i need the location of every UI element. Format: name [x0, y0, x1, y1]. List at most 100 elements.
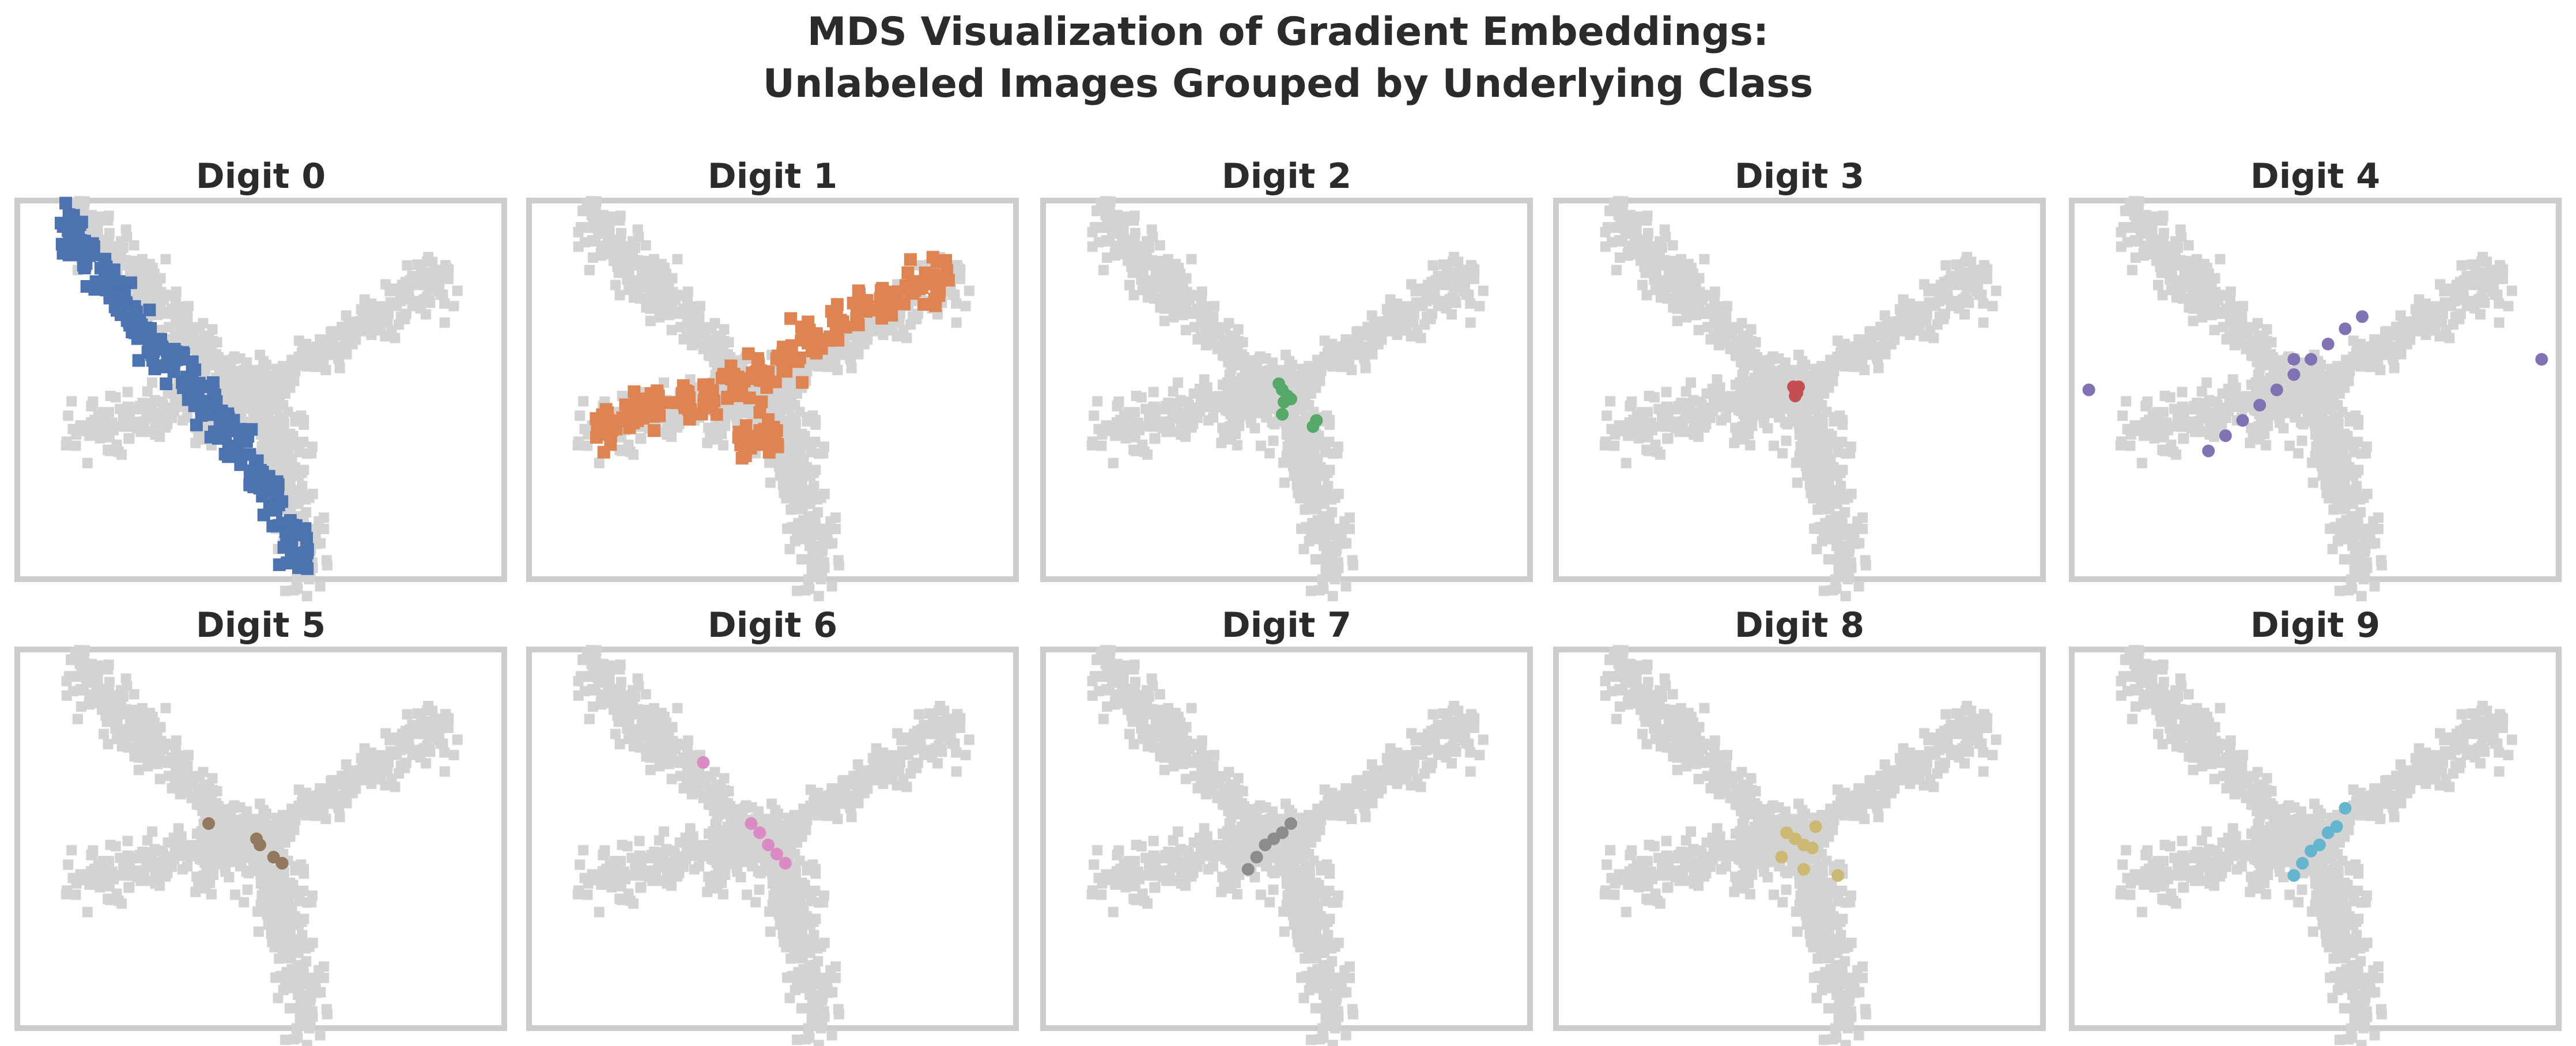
background-point: [1697, 405, 1708, 416]
background-point: [785, 504, 796, 515]
background-point: [1812, 504, 1823, 515]
background-point: [1637, 235, 1648, 246]
background-point: [1446, 309, 1457, 320]
background-point: [614, 215, 625, 226]
data-point: [190, 418, 203, 432]
background-point: [1161, 299, 1172, 310]
background-point: [1691, 417, 1702, 428]
background-point: [1114, 240, 1125, 251]
background-point: [795, 439, 806, 450]
background-point: [644, 256, 655, 267]
background-point: [1150, 433, 1161, 444]
background-point: [1645, 260, 1656, 271]
background-point: [805, 470, 816, 481]
background-point: [418, 294, 429, 305]
background-point: [1268, 435, 1279, 446]
background-point: [274, 415, 285, 426]
background-point: [326, 327, 337, 338]
background-point: [1327, 361, 1338, 372]
background-point: [375, 325, 386, 336]
background-point: [1208, 412, 1219, 423]
background-point: [1367, 349, 1378, 360]
data-point: [710, 408, 723, 421]
background-point: [1226, 434, 1237, 445]
background-point: [813, 507, 824, 518]
data-point: [180, 371, 193, 384]
panel-title: Digit 3: [1735, 156, 1864, 197]
background-point: [1823, 428, 1834, 439]
background-point: [649, 286, 660, 297]
background-point: [1761, 367, 1772, 378]
background-point: [1309, 439, 1320, 450]
background-point: [1180, 431, 1191, 442]
background-point: [1739, 378, 1750, 389]
background-point: [1108, 458, 1119, 469]
background-point: [1686, 377, 1697, 388]
background-point: [901, 333, 912, 343]
background-point: [241, 364, 252, 375]
background-point: [439, 317, 450, 328]
data-point: [1310, 414, 1323, 427]
data-point: [111, 300, 124, 313]
background-point: [402, 260, 413, 271]
background-point: [653, 267, 664, 278]
background-point: [1780, 364, 1791, 375]
background-point: [1667, 416, 1678, 427]
background-point: [593, 228, 604, 239]
background-point: [1167, 267, 1178, 278]
background-point: [1637, 280, 1648, 290]
data-point: [143, 303, 156, 316]
background-point: [1333, 562, 1344, 573]
background-point: [1808, 493, 1819, 504]
background-point: [1605, 396, 1616, 407]
background-point: [1671, 256, 1682, 267]
background-point: [640, 240, 651, 251]
data-point: [644, 387, 658, 400]
data-point: [292, 561, 305, 575]
background-point: [1840, 361, 1850, 372]
background-point: [807, 410, 818, 421]
data-point: [167, 365, 180, 378]
background-point: [782, 523, 793, 534]
background-point: [1889, 326, 1900, 337]
background-point: [390, 333, 401, 343]
data-point: [901, 266, 915, 280]
background-point: [70, 440, 81, 451]
background-point: [1654, 247, 1665, 258]
background-point: [1745, 341, 1756, 352]
background-point: [1259, 377, 1270, 388]
background-point: [1946, 300, 1956, 311]
background-point: [294, 447, 305, 458]
background-point: [104, 407, 115, 418]
background-point: [1179, 417, 1189, 428]
data-point: [163, 348, 176, 361]
background-point: [1649, 274, 1660, 285]
background-point: [228, 394, 239, 405]
background-point: [240, 385, 251, 396]
background-point: [190, 437, 201, 448]
background-point: [1835, 481, 1846, 492]
background-point: [350, 326, 361, 337]
background-point: [1254, 394, 1265, 405]
figure-title-line-2: Unlabeled Images Grouped by Underlying C…: [763, 61, 1813, 107]
background-point: [1662, 401, 1673, 412]
background-point: [796, 554, 807, 565]
background-point: [1142, 238, 1153, 249]
background-point: [1340, 581, 1351, 592]
background-point: [1461, 289, 1472, 300]
background-point: [1159, 315, 1170, 326]
background-point: [1304, 383, 1315, 394]
background-point: [693, 316, 704, 327]
background-point: [1128, 215, 1139, 226]
background-point: [781, 493, 792, 504]
background-point: [1831, 583, 1842, 594]
background-point: [1622, 250, 1633, 261]
background-point: [1184, 405, 1195, 416]
background-point: [1957, 294, 1968, 305]
background-point: [1829, 492, 1840, 503]
background-point: [813, 591, 824, 602]
background-point: [1154, 240, 1165, 251]
background-point: [833, 560, 844, 571]
data-point: [59, 197, 73, 210]
background-point: [1301, 369, 1312, 380]
